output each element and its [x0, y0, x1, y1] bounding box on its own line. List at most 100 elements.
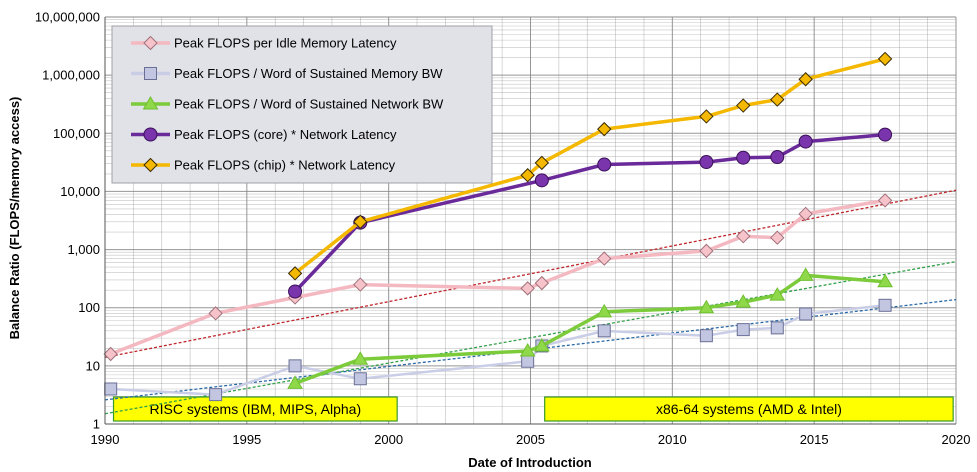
data-point [878, 127, 893, 142]
data-point [521, 354, 535, 368]
series-5 [287, 51, 893, 281]
y-tick-label: 1,000,000 [42, 68, 100, 83]
legend-item: Peak FLOPS (core) * Network Latency [131, 127, 397, 142]
data-point [103, 346, 118, 362]
series-line [110, 198, 886, 356]
data-point [597, 251, 612, 266]
data-point [104, 382, 118, 396]
data-point [534, 155, 550, 171]
data-point [798, 206, 813, 222]
data-point [736, 150, 751, 165]
x-tick-label: 2005 [516, 432, 545, 447]
legend-box [111, 25, 493, 184]
legend: Peak FLOPS per Idle Memory Latency Peak F… [111, 25, 493, 184]
x-axis-title: Date of Introduction [468, 455, 592, 470]
data-point [533, 337, 550, 352]
data-point [699, 243, 714, 259]
data-point [769, 287, 786, 301]
data-point [736, 323, 750, 337]
x-tick-label: 1990 [91, 432, 120, 447]
data-point [519, 343, 536, 357]
data-point [534, 275, 550, 291]
legend-item: Peak FLOPS per Idle Memory Latency [131, 36, 397, 51]
data-point [736, 228, 751, 244]
data-point [877, 273, 893, 288]
x-tick-label: 2020 [942, 432, 971, 447]
era-annotation: RISC systems (IBM, MIPS, Alpha) [112, 396, 398, 422]
legend-swatch-marker [142, 96, 159, 110]
era-annotations: RISC systems (IBM, MIPS, Alpha) x86-64 sy… [112, 396, 954, 422]
series-3 [287, 267, 893, 389]
y-tick-label: 100,000 [53, 126, 100, 141]
legend-item: Peak FLOPS (chip) * Network Latency [131, 158, 396, 173]
data-point [353, 214, 368, 230]
data-point [353, 372, 367, 386]
x-tick-label: 1995 [232, 432, 261, 447]
legend-label: Peak FLOPS (chip) * Network Latency [174, 158, 396, 173]
data-point [534, 173, 549, 188]
data-point [597, 324, 611, 338]
data-point [798, 134, 813, 149]
legend-item: Peak FLOPS / Word of Sustained Memory BW [131, 66, 443, 81]
data-point [798, 72, 813, 87]
legend-label: Peak FLOPS (core) * Network Latency [174, 127, 397, 142]
data-point [878, 298, 892, 312]
era-annotation-label: RISC systems (IBM, MIPS, Alpha) [150, 401, 362, 417]
data-point [699, 109, 714, 124]
data-point [597, 157, 612, 172]
data-point [698, 299, 715, 314]
legend-label: Peak FLOPS per Idle Memory Latency [174, 36, 397, 51]
data-point [736, 98, 751, 113]
legend-label: Peak FLOPS / Word of Sustained Network B… [174, 97, 444, 112]
era-annotation-box [112, 396, 398, 422]
y-tick-label: 100 [78, 300, 100, 315]
legend-item: Peak FLOPS / Word of Sustained Network B… [131, 96, 444, 112]
data-point [735, 294, 752, 308]
y-tick-label: 10,000,000 [35, 10, 100, 25]
legend-swatch-marker [143, 35, 158, 51]
data-point [799, 307, 813, 321]
memory-latency-trend [104, 189, 957, 358]
legend-label: Peak FLOPS / Word of Sustained Memory BW [174, 66, 443, 81]
data-point [520, 281, 535, 296]
y-tick-label: 10 [86, 358, 100, 373]
y-tick-label: 1 [93, 417, 100, 432]
legend-swatch-marker [143, 157, 158, 173]
data-point [877, 51, 893, 67]
data-point [287, 375, 303, 389]
y-tick-label: 1,000 [67, 242, 100, 257]
data-point [352, 351, 369, 365]
axes: 1990 1995 2000 2005 2010 2015 2020 1 10 100 1,000 1… [35, 10, 971, 448]
network-bw-trend [104, 261, 957, 415]
data-point [770, 230, 785, 245]
data-point [770, 92, 785, 107]
data-point [699, 155, 714, 170]
x-tick-label: 2000 [374, 432, 403, 447]
legend-swatch-marker [143, 127, 158, 142]
series-line [294, 57, 886, 275]
era-annotation-box [544, 396, 954, 422]
y-axis-title: Balance Ratio (FLOPS/memory access) [7, 97, 22, 340]
data-point [288, 359, 302, 373]
data-point [288, 284, 303, 299]
data-point [596, 303, 613, 318]
data-point [520, 168, 535, 183]
data-point [699, 329, 713, 343]
y-tick-label: 10,000 [60, 184, 100, 199]
series-1 [103, 193, 893, 362]
data-series [103, 51, 893, 402]
series-line [294, 273, 886, 386]
series-line [110, 304, 886, 396]
data-point [287, 266, 303, 281]
data-point [353, 277, 368, 292]
legend-swatch-marker [144, 67, 157, 80]
data-point [770, 321, 784, 335]
era-annotation-label: x86-64 systems (AMD & Intel) [656, 401, 842, 417]
series-2 [104, 298, 892, 402]
data-point [770, 150, 785, 165]
era-annotation: x86-64 systems (AMD & Intel) [544, 396, 954, 422]
data-point [797, 267, 814, 281]
data-point [208, 306, 223, 321]
data-point [597, 121, 612, 137]
